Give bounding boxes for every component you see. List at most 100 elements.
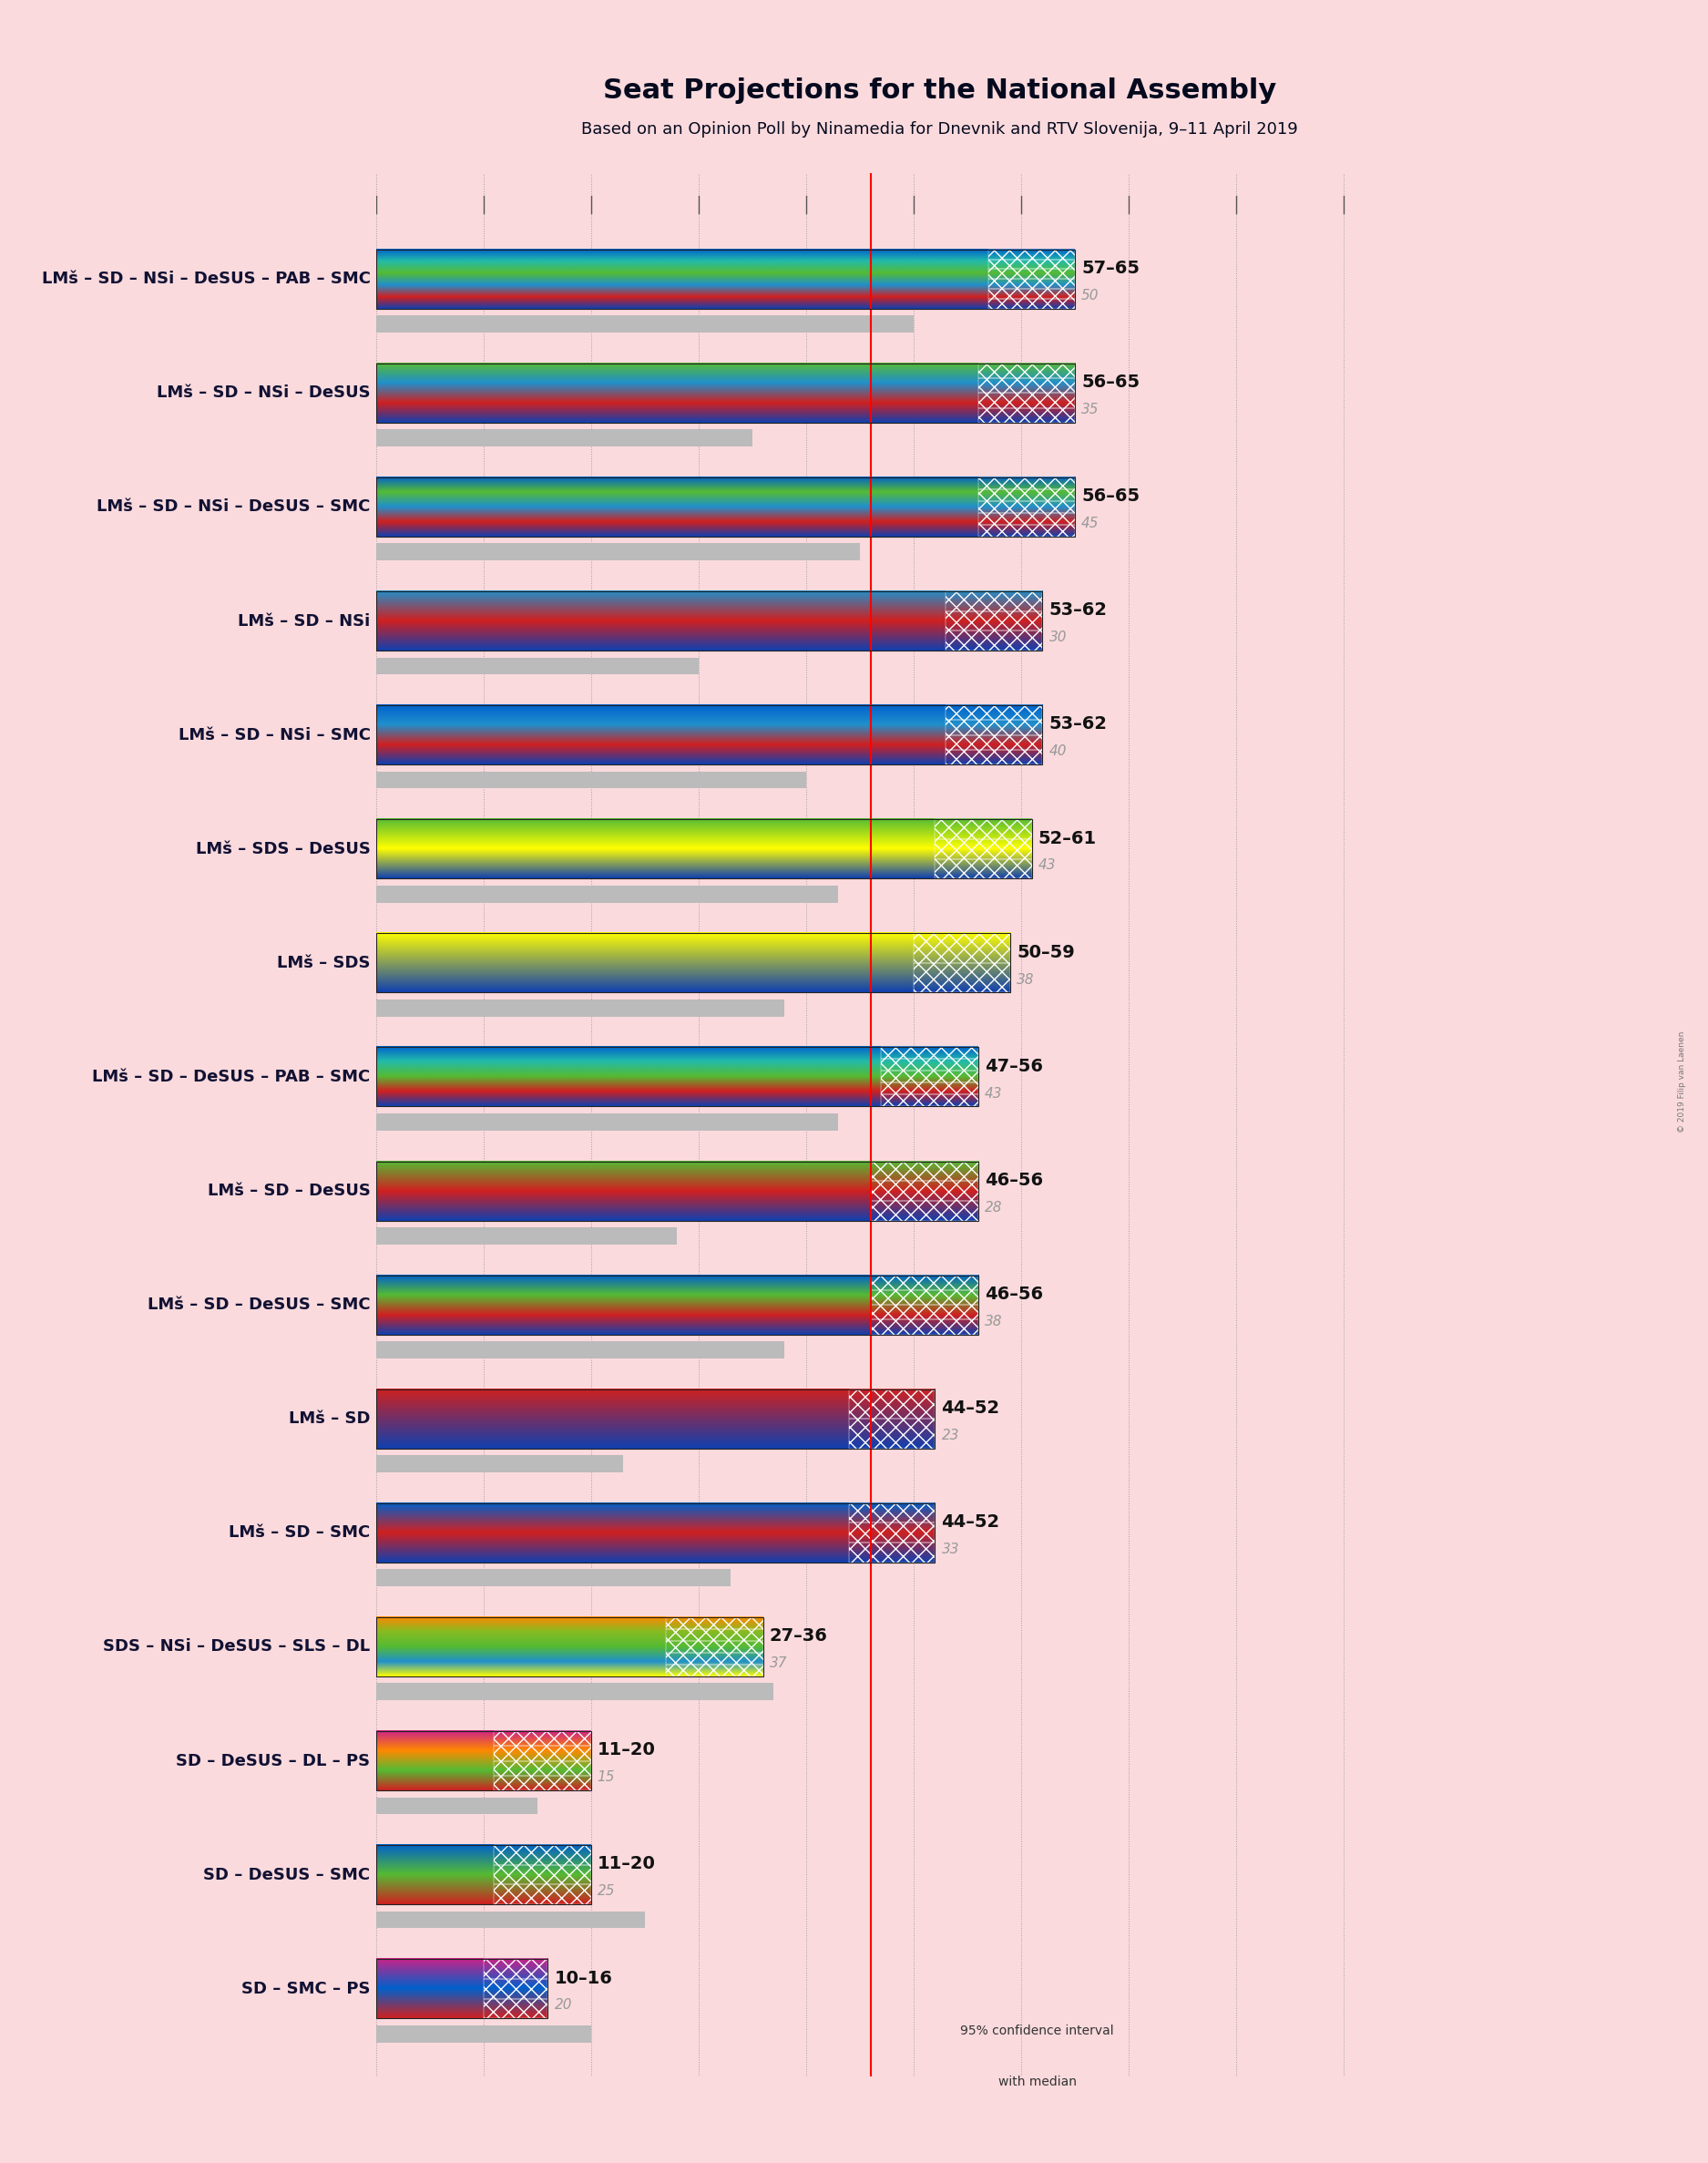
Text: 20: 20 <box>555 1999 572 2012</box>
Text: 43: 43 <box>1038 859 1056 872</box>
Text: 46–56: 46–56 <box>984 1285 1044 1302</box>
Bar <box>376 1341 784 1358</box>
Bar <box>376 1570 731 1585</box>
Text: 44–52: 44–52 <box>941 1399 999 1417</box>
Bar <box>934 839 1032 859</box>
Text: LMš – SD – NSi – DeSUS – PAB – SMC: LMš – SD – NSi – DeSUS – PAB – SMC <box>41 270 371 288</box>
Bar <box>666 1666 763 1676</box>
Text: 43: 43 <box>984 1086 1003 1101</box>
Bar <box>871 1181 979 1200</box>
Text: LMš – SD – NSi – DeSUS – SMC: LMš – SD – NSi – DeSUS – SMC <box>97 500 371 515</box>
Bar <box>494 1884 591 1903</box>
Bar <box>1037 2105 1059 2157</box>
Bar <box>376 1683 774 1700</box>
Text: LMš – SD – NSi: LMš – SD – NSi <box>237 612 371 629</box>
Text: 33: 33 <box>941 1542 960 1555</box>
Bar <box>871 1289 979 1304</box>
Bar <box>914 932 1009 963</box>
Bar <box>494 1865 591 1884</box>
Bar <box>979 489 1074 502</box>
Bar <box>989 279 1074 290</box>
Text: 40: 40 <box>1049 744 1068 759</box>
Bar <box>376 543 859 560</box>
Text: LMš – SD – NSi – SMC: LMš – SD – NSi – SMC <box>178 727 371 744</box>
Bar <box>989 260 1074 268</box>
Text: 23: 23 <box>941 1428 960 1443</box>
Bar <box>376 590 1042 651</box>
Bar <box>881 1060 979 1071</box>
Text: 30: 30 <box>1049 632 1068 645</box>
Text: 10–16: 10–16 <box>555 1968 613 1986</box>
Text: 38: 38 <box>1016 973 1035 986</box>
Text: 53–62: 53–62 <box>1049 601 1107 619</box>
Bar <box>376 1960 548 2018</box>
Text: LMš – SD – DeSUS – PAB – SMC: LMš – SD – DeSUS – PAB – SMC <box>92 1069 371 1086</box>
Text: Based on an Opinion Poll by Ninamedia for Dnevnik and RTV Slovenija, 9–11 April : Based on an Opinion Poll by Ninamedia fo… <box>581 121 1298 138</box>
Bar <box>989 268 1074 279</box>
Text: 38: 38 <box>984 1315 1003 1328</box>
Bar <box>483 1960 548 1979</box>
Bar <box>946 632 1042 651</box>
Bar <box>376 249 1074 309</box>
Text: SD – SMC – PS: SD – SMC – PS <box>241 1981 371 1996</box>
Bar <box>871 1319 979 1335</box>
Text: 56–65: 56–65 <box>1081 374 1139 392</box>
Bar <box>979 513 1074 526</box>
Text: LMš – SDS: LMš – SDS <box>277 954 371 971</box>
Bar <box>871 1200 979 1220</box>
Bar <box>979 379 1074 394</box>
Bar <box>849 1542 934 1562</box>
Bar <box>989 298 1074 309</box>
Bar <box>483 1979 548 1999</box>
Bar <box>979 526 1074 536</box>
Bar <box>376 1276 979 1335</box>
Bar <box>376 1389 934 1449</box>
Text: 11–20: 11–20 <box>598 1856 656 1873</box>
Bar <box>989 249 1074 260</box>
Bar <box>849 1503 934 1523</box>
Text: 28: 28 <box>984 1200 1003 1213</box>
Bar <box>494 1845 591 1865</box>
Bar <box>376 1047 979 1107</box>
Text: 46–56: 46–56 <box>984 1172 1044 1190</box>
Bar <box>946 720 1042 735</box>
Bar <box>871 1276 979 1289</box>
Text: LMš – SDS – DeSUS: LMš – SDS – DeSUS <box>196 841 371 857</box>
Bar <box>666 1653 763 1666</box>
Bar <box>376 1618 763 1676</box>
Bar <box>376 932 1009 993</box>
Bar <box>494 1730 591 1746</box>
Text: 35: 35 <box>1081 402 1098 417</box>
Bar <box>494 1761 591 1776</box>
Bar <box>871 1304 979 1319</box>
Bar <box>934 820 1032 839</box>
Text: 25: 25 <box>598 1884 615 1899</box>
Text: 47–56: 47–56 <box>984 1058 1044 1075</box>
Bar <box>881 1084 979 1094</box>
Text: 50–59: 50–59 <box>1016 943 1074 960</box>
Bar <box>881 1047 979 1060</box>
Bar <box>914 963 1009 993</box>
Bar <box>376 772 806 789</box>
Text: 95% confidence interval: 95% confidence interval <box>960 2025 1114 2038</box>
Bar <box>376 1226 676 1244</box>
Text: SDS – NSi – DeSUS – SLS – DL: SDS – NSi – DeSUS – SLS – DL <box>104 1640 371 1655</box>
Bar <box>376 1162 979 1220</box>
Text: 52–61: 52–61 <box>1038 831 1097 848</box>
Text: 56–65: 56–65 <box>1081 487 1139 504</box>
Text: 45: 45 <box>1081 517 1098 530</box>
Bar <box>376 316 914 333</box>
Text: 50: 50 <box>1081 290 1098 303</box>
Bar <box>979 409 1074 422</box>
Bar <box>376 363 1074 422</box>
Text: © 2019 Filip van Laenen: © 2019 Filip van Laenen <box>1679 1032 1686 1131</box>
Text: LMš – SD – SMC: LMš – SD – SMC <box>229 1525 371 1540</box>
Bar <box>946 735 1042 751</box>
Bar <box>494 1746 591 1761</box>
Bar <box>871 1162 979 1181</box>
Bar <box>999 2105 1037 2157</box>
Bar <box>376 2025 591 2042</box>
Bar <box>376 1912 644 1927</box>
Bar <box>849 1419 934 1449</box>
Bar <box>666 1629 763 1642</box>
